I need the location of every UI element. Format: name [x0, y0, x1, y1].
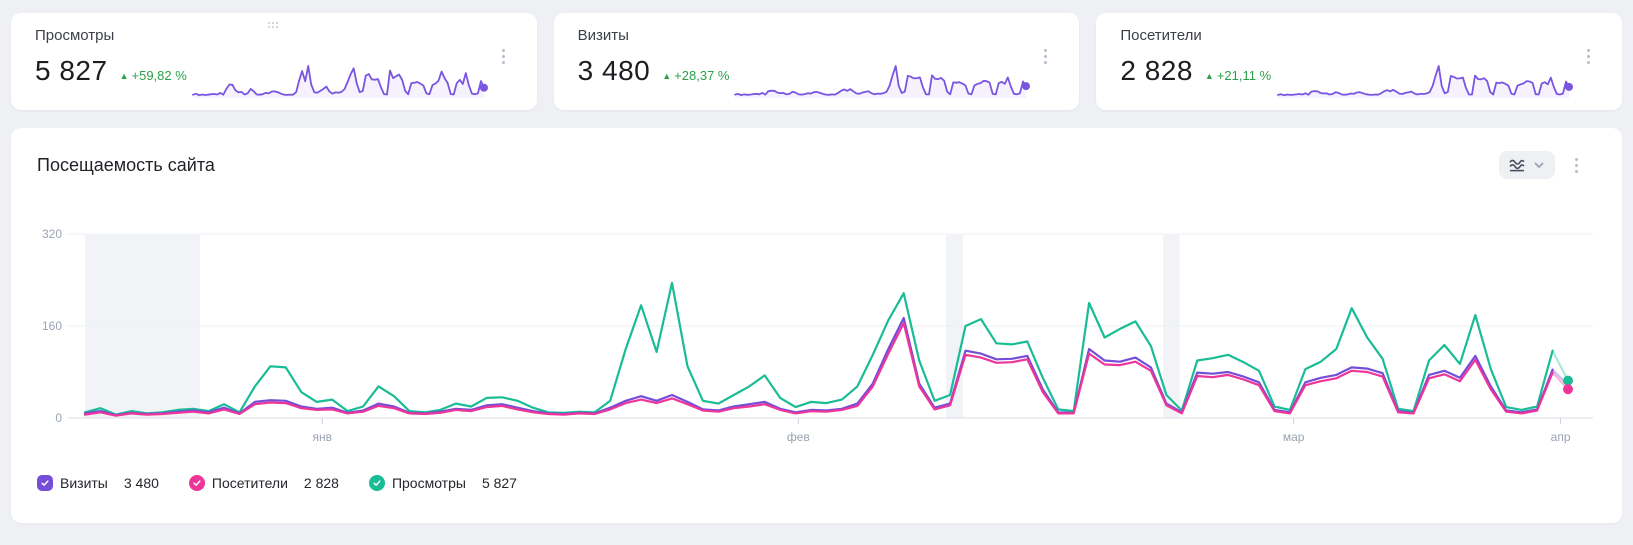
svg-text:мар: мар [1283, 430, 1305, 444]
checkbox-checked-icon [188, 475, 205, 491]
kpi-value: 5 827 [35, 55, 108, 86]
line-chart-type-icon [1509, 159, 1525, 172]
kpi-delta: ▲ +59,82 % [119, 68, 187, 83]
legend-label: Посетители [211, 475, 288, 491]
kpi-value: 2 828 [1120, 55, 1193, 86]
kpi-title: Просмотры [35, 27, 115, 44]
kpi-cards-row: Просмотры 5 827 ▲ +59,82 % Визиты 3 480 ▲… [11, 13, 1623, 110]
legend-item-views[interactable]: Просмотры 5 827 [368, 475, 517, 491]
svg-text:0: 0 [55, 411, 62, 425]
kebab-menu-icon[interactable] [1583, 45, 1594, 68]
svg-text:фев: фев [787, 430, 810, 444]
kebab-menu-icon[interactable] [1040, 45, 1051, 68]
kpi-delta: ▲ +21,11 % [1204, 68, 1272, 83]
delta-up-icon: ▲ [1204, 71, 1214, 81]
chevron-down-icon [1534, 162, 1544, 168]
svg-text:160: 160 [42, 319, 62, 333]
legend-label: Визиты [60, 475, 108, 491]
kpi-title: Посетители [1120, 27, 1202, 44]
kpi-card-visits: Визиты 3 480 ▲ +28,37 % [553, 13, 1080, 110]
chart-legend: Визиты 3 480 Посетители 2 828 Просмотры … [11, 475, 1622, 491]
kebab-menu-icon[interactable] [1571, 154, 1582, 177]
kpi-value: 3 480 [577, 55, 651, 86]
sparkline-views [191, 65, 488, 98]
legend-label: Просмотры [391, 475, 466, 491]
svg-text:янв: янв [313, 430, 333, 444]
checkbox-checked-icon [37, 475, 53, 491]
svg-text:320: 320 [42, 227, 62, 241]
traffic-widget: Посещаемость сайта 0 160 320 янв фев мар апр [11, 128, 1622, 523]
kebab-menu-icon[interactable] [498, 45, 509, 68]
legend-value: 5 827 [481, 475, 517, 491]
svg-text:апр: апр [1551, 430, 1571, 444]
kpi-card-visitors: Посетители 2 828 ▲ +21,11 % [1096, 13, 1623, 110]
sparkline-visits [734, 65, 1031, 98]
kpi-title: Визиты [577, 27, 629, 44]
kpi-delta: ▲ +28,37 % [662, 68, 730, 83]
widget-title: Посещаемость сайта [37, 154, 215, 175]
sparkline-visitors [1277, 65, 1574, 98]
delta-up-icon: ▲ [119, 71, 129, 81]
checkbox-checked-icon [368, 475, 385, 491]
kpi-card-views: Просмотры 5 827 ▲ +59,82 % [11, 13, 537, 110]
chart-type-button[interactable] [1499, 151, 1555, 179]
legend-value: 3 480 [123, 475, 159, 491]
delta-up-icon: ▲ [662, 71, 672, 81]
legend-value: 2 828 [303, 475, 339, 491]
traffic-chart[interactable]: 0 160 320 янв фев мар апр [11, 214, 1622, 464]
legend-item-visitors[interactable]: Посетители 2 828 [188, 475, 339, 491]
legend-item-visits[interactable]: Визиты 3 480 [37, 475, 159, 491]
drag-handle-icon[interactable] [267, 22, 280, 30]
